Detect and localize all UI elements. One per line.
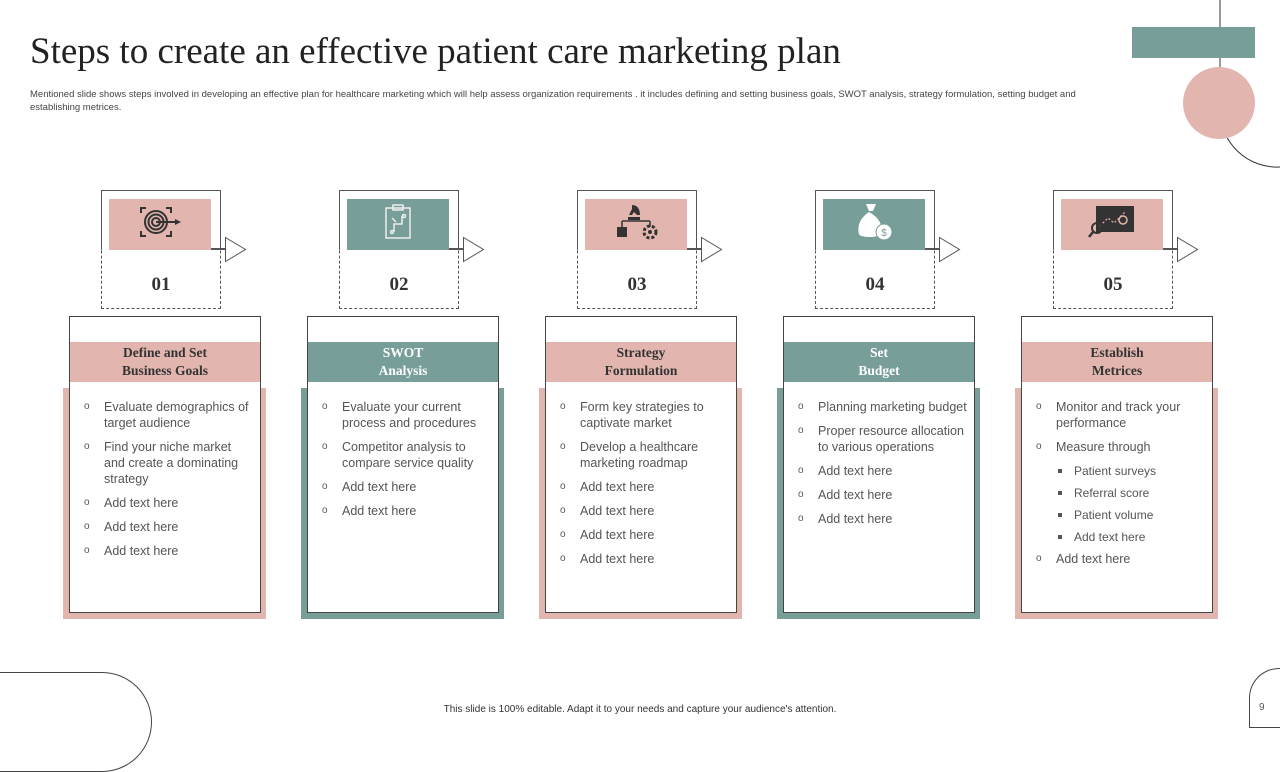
step-card: Set Budget Planning marketing budget Prope… — [783, 316, 975, 613]
step-card: Establish Metrices Monitor and track your… — [1021, 316, 1213, 613]
step-heading: Define and Set Business Goals — [70, 342, 260, 382]
step-items: Monitor and track your performance Measur… — [1036, 399, 1206, 575]
step-number: 01 — [151, 274, 171, 295]
list-item: Add text here — [560, 503, 730, 519]
list-item: Proper resource allocation to various op… — [798, 423, 968, 455]
step-number: 04 — [865, 274, 885, 295]
step-card: Define and Set Business Goals Evaluate de… — [69, 316, 261, 613]
list-item: Measure through — [1036, 439, 1206, 455]
step-heading: Set Budget — [784, 342, 974, 382]
step-number: 05 — [1103, 274, 1123, 295]
step-items: Planning marketing budget Proper resource… — [798, 399, 968, 535]
step-heading: SWOT Analysis — [308, 342, 498, 382]
heading-line: Analysis — [378, 363, 428, 378]
icon-frame — [339, 190, 459, 250]
icon-frame — [577, 190, 697, 250]
money-bag-icon: $ — [852, 202, 896, 247]
list-item: Find your niche market and create a domi… — [84, 439, 254, 487]
list-item: Develop a healthcare marketing roadmap — [560, 439, 730, 471]
decorative-bar — [1132, 27, 1255, 58]
list-item: Patient surveys — [1036, 463, 1206, 479]
performance-chart-icon-container — [1061, 199, 1163, 250]
target-dart-icon-container — [109, 199, 211, 250]
heading-line: Business Goals — [122, 363, 208, 378]
step-number: 03 — [627, 274, 647, 295]
list-item: Add text here — [560, 551, 730, 567]
step-card: SWOT Analysis Evaluate your current proce… — [307, 316, 499, 613]
page-subtitle: Mentioned slide shows steps involved in … — [30, 89, 1076, 113]
step-heading: Strategy Formulation — [546, 342, 736, 382]
list-item: Add text here — [84, 495, 254, 511]
list-item: Competitor analysis to compare service q… — [322, 439, 492, 471]
step-02: 02 SWOT Analysis Evaluate your current pr… — [301, 0, 511, 720]
step-05: 05 Establish Metrices Monitor and track y… — [1015, 0, 1225, 720]
step-items: Evaluate demographics of target audience… — [84, 399, 254, 567]
heading-line: Metrices — [1091, 363, 1143, 378]
list-item: Add text here — [798, 487, 968, 503]
money-bag-icon-container: $ — [823, 199, 925, 250]
step-heading: Establish Metrices — [1022, 342, 1212, 382]
heading-line: Formulation — [604, 363, 678, 378]
list-item: Add text here — [1036, 529, 1206, 545]
performance-chart-icon — [1088, 204, 1136, 245]
list-item: Add text here — [798, 511, 968, 527]
footer-note: This slide is 100% editable. Adapt it to… — [443, 704, 837, 715]
list-item: Add text here — [84, 543, 254, 559]
step-number: 02 — [389, 274, 409, 295]
clipboard-strategy-icon-container — [347, 199, 449, 250]
icon-frame — [101, 190, 221, 250]
page-number: 9 — [1259, 702, 1265, 713]
heading-line: SWOT — [382, 345, 424, 360]
step-items: Evaluate your current process and proced… — [322, 399, 492, 527]
step-01: 01 Define and Set Business Goals Evaluate… — [63, 0, 273, 720]
clipboard-strategy-icon — [384, 204, 412, 245]
list-item: Add text here — [322, 479, 492, 495]
step-04: $ 04 Set Budget Planning marketing budget… — [777, 0, 987, 720]
chess-knight-gear-icon — [614, 203, 658, 246]
list-item: Form key strategies to captivate market — [560, 399, 730, 431]
list-item: Add text here — [84, 519, 254, 535]
heading-line: Set — [869, 345, 888, 360]
svg-text:$: $ — [881, 228, 887, 239]
step-card: Strategy Formulation Form key strategies … — [545, 316, 737, 613]
list-item: Evaluate demographics of target audience — [84, 399, 254, 431]
page-title: Steps to create an effective patient car… — [30, 31, 841, 72]
heading-line: Define and Set — [123, 345, 207, 360]
heading-line: Establish — [1090, 345, 1144, 360]
list-item: Add text here — [560, 527, 730, 543]
list-item: Evaluate your current process and proced… — [322, 399, 492, 431]
step-items: Form key strategies to captivate market D… — [560, 399, 730, 575]
icon-frame — [815, 190, 935, 250]
list-item: Add text here — [560, 479, 730, 495]
chess-knight-gear-icon-container — [585, 199, 687, 250]
target-dart-icon — [137, 204, 183, 245]
list-item: Patient volume — [1036, 507, 1206, 523]
icon-frame — [1053, 190, 1173, 250]
list-item: Monitor and track your performance — [1036, 399, 1206, 431]
list-item: Referral score — [1036, 485, 1206, 501]
page-number-shape — [1249, 668, 1280, 728]
list-item: Add text here — [322, 503, 492, 519]
decorative-circle — [1183, 67, 1255, 139]
heading-line: Budget — [858, 363, 900, 378]
list-item: Add text here — [1036, 551, 1206, 567]
list-item: Add text here — [798, 463, 968, 479]
step-03: 03 Strategy Formulation Form key strategi… — [539, 0, 749, 720]
heading-line: Strategy — [616, 345, 666, 360]
list-item: Planning marketing budget — [798, 399, 968, 415]
